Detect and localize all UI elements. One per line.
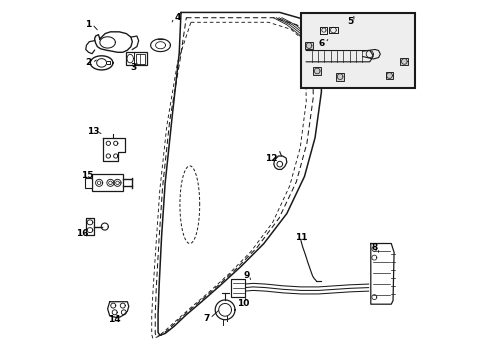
Text: 1: 1 [85,19,91,28]
Text: 15: 15 [81,171,94,180]
Text: 11: 11 [294,233,306,242]
Bar [92,174,123,191]
FancyBboxPatch shape [126,52,147,66]
Text: 6: 6 [318,39,325,48]
Bar [385,72,392,80]
Bar [313,67,321,75]
FancyBboxPatch shape [300,13,414,87]
Text: 12: 12 [264,154,277,163]
Bar [305,42,312,49]
Bar [231,279,244,297]
Text: 16: 16 [76,229,88,238]
Text: 2: 2 [85,58,91,67]
Bar [85,178,92,188]
Text: 3: 3 [130,63,136,72]
Text: 9: 9 [243,271,249,280]
Bar [336,73,343,81]
Bar [136,54,145,64]
Text: 7: 7 [203,314,209,323]
Text: 13: 13 [87,127,100,136]
Text: 5: 5 [346,17,353,26]
Text: 8: 8 [371,243,377,252]
Text: 10: 10 [236,299,248,308]
Text: 14: 14 [108,315,121,324]
Text: 4: 4 [174,13,180,22]
Bar [400,58,407,66]
